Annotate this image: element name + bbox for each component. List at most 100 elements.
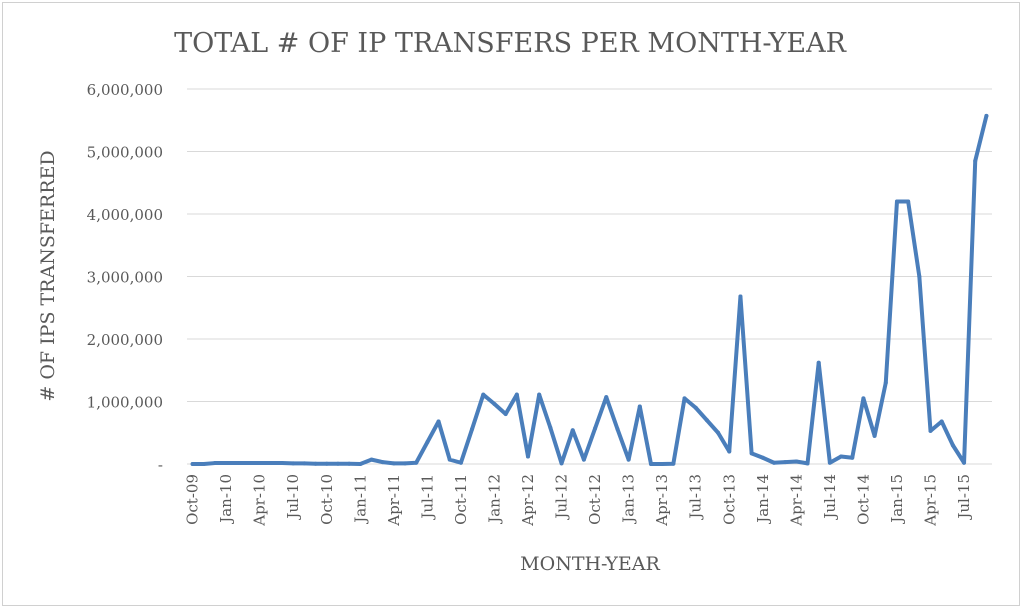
data-point bbox=[615, 427, 620, 431]
y-axis-tick-labels: - 1,000,000 2,000,000 3,000,000 4,000,000 5,0… bbox=[87, 81, 163, 474]
data-point bbox=[559, 461, 564, 466]
data-point bbox=[660, 462, 665, 466]
gridlines bbox=[187, 88, 992, 402]
data-point bbox=[414, 460, 419, 465]
data-point bbox=[268, 461, 273, 466]
data-point bbox=[593, 426, 598, 431]
y-axis-label: # OF IPS TRANSFERRED bbox=[37, 150, 59, 401]
x-tick-label: Oct-12 bbox=[586, 474, 604, 525]
data-point bbox=[481, 392, 486, 397]
x-tick-label: Oct-14 bbox=[854, 474, 872, 525]
data-point bbox=[816, 360, 821, 365]
x-tick-label: Jul-13 bbox=[687, 474, 705, 521]
data-point bbox=[682, 396, 687, 401]
x-tick-label: Jan-15 bbox=[888, 474, 906, 525]
data-point bbox=[201, 462, 206, 466]
x-tick-label: Oct-11 bbox=[452, 474, 470, 525]
data-point bbox=[458, 460, 463, 465]
x-tick-label: Jan-14 bbox=[754, 474, 772, 525]
x-tick-label: Jan-11 bbox=[351, 474, 369, 525]
data-point bbox=[391, 461, 396, 466]
x-axis-label: MONTH-YEAR bbox=[520, 553, 660, 575]
data-point bbox=[805, 461, 810, 466]
data-point bbox=[839, 454, 844, 459]
data-point bbox=[335, 461, 340, 466]
data-point bbox=[257, 461, 262, 466]
data-points bbox=[190, 113, 989, 466]
data-point bbox=[492, 402, 497, 406]
data-point bbox=[771, 460, 776, 465]
data-point bbox=[503, 412, 508, 416]
data-point bbox=[939, 419, 944, 424]
x-tick-label: Jul-10 bbox=[284, 474, 302, 521]
data-point bbox=[727, 449, 732, 454]
data-point bbox=[537, 392, 542, 397]
data-point bbox=[861, 396, 866, 401]
data-point bbox=[973, 158, 978, 163]
data-point bbox=[749, 451, 754, 456]
data-point bbox=[526, 454, 531, 459]
data-point bbox=[302, 461, 307, 466]
data-point bbox=[235, 461, 240, 466]
data-point bbox=[760, 455, 765, 460]
x-tick-label: Jul-14 bbox=[821, 474, 839, 521]
data-point bbox=[514, 392, 519, 397]
data-point bbox=[693, 405, 698, 410]
y-tick-label: 6,000,000 bbox=[87, 81, 163, 99]
data-point bbox=[369, 457, 374, 462]
y-tick-label: 5,000,000 bbox=[87, 144, 163, 162]
data-point bbox=[190, 462, 195, 466]
data-point bbox=[783, 460, 788, 465]
x-tick-label: Apr-10 bbox=[251, 474, 269, 527]
data-point bbox=[906, 199, 911, 204]
x-tick-label: Jan-13 bbox=[620, 474, 638, 525]
data-point bbox=[291, 461, 296, 466]
data-point bbox=[425, 440, 430, 445]
y-tick-label: 3,000,000 bbox=[87, 269, 163, 287]
x-tick-label: Apr-12 bbox=[519, 474, 537, 527]
data-point bbox=[358, 462, 363, 466]
data-point bbox=[928, 428, 933, 433]
data-point bbox=[883, 380, 888, 385]
data-point bbox=[794, 459, 799, 464]
x-tick-label: Jul-15 bbox=[955, 474, 973, 521]
x-tick-label: Apr-13 bbox=[653, 474, 671, 527]
data-point bbox=[984, 113, 989, 118]
y-tick-label: 1,000,000 bbox=[87, 394, 163, 412]
x-tick-label: Jul-11 bbox=[418, 474, 436, 521]
data-point bbox=[626, 457, 631, 462]
data-point bbox=[447, 457, 452, 462]
data-point bbox=[224, 461, 229, 466]
data-point bbox=[347, 461, 352, 466]
x-axis-tick-labels: Oct-09 Jan-10 Apr-10 Jul-10 Oct-10 Jan-11 Apr-… bbox=[184, 474, 973, 527]
data-point bbox=[894, 199, 899, 204]
data-point bbox=[403, 461, 408, 466]
data-point bbox=[324, 461, 329, 466]
y-tick-label: 4,000,000 bbox=[87, 206, 163, 224]
x-tick-label: Apr-14 bbox=[787, 474, 805, 527]
data-point bbox=[212, 461, 217, 466]
x-tick-label: Apr-15 bbox=[922, 474, 940, 527]
data-point bbox=[827, 460, 832, 465]
data-point bbox=[280, 461, 285, 466]
series-line bbox=[190, 113, 989, 466]
data-point bbox=[548, 425, 553, 430]
data-point bbox=[313, 461, 318, 466]
x-tick-label: Jan-12 bbox=[485, 474, 503, 525]
data-point bbox=[570, 428, 575, 433]
x-tick-label: Jul-12 bbox=[553, 474, 571, 521]
data-point bbox=[637, 404, 642, 409]
y-tick-label: - bbox=[158, 456, 163, 474]
data-point bbox=[850, 455, 855, 460]
data-point bbox=[716, 430, 721, 435]
x-tick-label: Oct-10 bbox=[318, 474, 336, 525]
data-point bbox=[704, 418, 709, 423]
x-tick-label: Jan-10 bbox=[217, 474, 235, 525]
data-point bbox=[246, 461, 251, 466]
data-point bbox=[950, 443, 955, 448]
data-point bbox=[380, 460, 385, 465]
data-point bbox=[872, 433, 877, 438]
data-point bbox=[470, 427, 475, 431]
y-tick-label: 2,000,000 bbox=[87, 331, 163, 349]
